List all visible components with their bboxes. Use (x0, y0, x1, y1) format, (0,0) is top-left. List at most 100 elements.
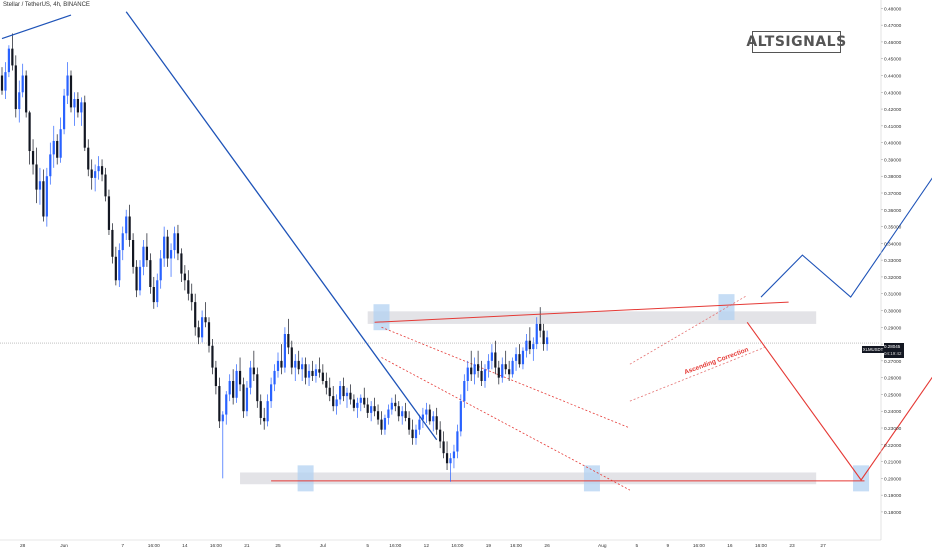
candle (31, 139, 35, 175)
candle (25, 70, 28, 118)
support-resistance-zone (240, 472, 817, 485)
candle-body (118, 250, 121, 281)
candle (176, 224, 180, 261)
candle-body (301, 364, 304, 370)
candle-body (380, 419, 383, 430)
brand-watermark: ALTSIGNALS (746, 31, 846, 53)
candle (321, 364, 324, 385)
descending-channel-upper (381, 326, 631, 429)
candle (528, 327, 531, 355)
candle (235, 364, 238, 403)
candle (514, 347, 518, 371)
time-tick-label: 5 (366, 543, 369, 549)
candle-body (314, 369, 318, 376)
candle (504, 350, 507, 375)
candle (494, 340, 497, 375)
candle (245, 381, 249, 417)
candle-body (7, 48, 10, 73)
candle (459, 394, 462, 437)
price-tick-label: 0.46000 (884, 40, 902, 46)
time-tick-label: 9 (667, 543, 670, 549)
candle (87, 139, 90, 177)
candle (283, 327, 286, 373)
candle (297, 350, 300, 375)
candle-body (394, 402, 397, 407)
candle (76, 92, 79, 118)
price-tick-label: 0.23000 (884, 426, 902, 432)
candle (497, 360, 500, 385)
candle (290, 340, 293, 375)
candle-body (328, 387, 331, 397)
candle-body (31, 151, 35, 165)
candle-body (173, 233, 176, 251)
candle (4, 62, 7, 99)
candle (376, 404, 380, 425)
candle-body (132, 240, 135, 267)
candle-body (180, 253, 183, 274)
candle-body (514, 354, 518, 361)
candle (401, 406, 404, 425)
candle (18, 80, 21, 123)
price-tick-label: 0.25000 (884, 392, 902, 398)
candle (42, 169, 45, 222)
candle-body (477, 364, 480, 371)
candle (542, 323, 545, 351)
candle (166, 229, 169, 267)
trendline-1 (1, 14, 72, 40)
candle-body (190, 293, 193, 303)
candle (287, 318, 290, 355)
candle-body (59, 129, 62, 158)
candle (490, 344, 493, 370)
candle (373, 397, 376, 417)
candle-body (283, 334, 286, 368)
price-tick-label: 0.21000 (884, 460, 902, 466)
candle (204, 302, 207, 328)
candle (59, 117, 62, 163)
candle-body (221, 414, 224, 422)
candle-body (408, 417, 411, 430)
price-tick-label: 0.27000 (884, 359, 902, 365)
candle-body (142, 246, 145, 267)
candle (194, 293, 197, 336)
candle (435, 407, 438, 435)
candle-body (511, 360, 514, 375)
candle (463, 374, 466, 408)
candle (21, 63, 24, 98)
candle-body (373, 406, 376, 412)
price-tick-label: 0.45000 (884, 57, 902, 63)
candle-body (56, 140, 59, 158)
candle (349, 384, 352, 405)
candle-body (404, 411, 407, 418)
candle-body (263, 417, 266, 422)
candle-body (508, 369, 511, 375)
candle-body (166, 236, 169, 259)
price-tick-label: 0.33000 (884, 258, 902, 264)
trendline-2 (374, 301, 789, 323)
candle-body (100, 166, 104, 175)
candle-body (83, 102, 86, 148)
candle-body (463, 381, 466, 402)
candle-body (111, 229, 114, 257)
candle (11, 33, 14, 71)
candle (207, 317, 211, 353)
candle (508, 360, 511, 381)
candle (518, 344, 521, 368)
candle (69, 70, 73, 113)
candle-body (325, 381, 328, 388)
candle-body (259, 401, 262, 418)
candle-body (376, 411, 380, 420)
candle (280, 344, 283, 375)
candle-body (363, 397, 366, 405)
candle (114, 246, 117, 286)
candle-body (418, 419, 421, 430)
candle (211, 339, 214, 375)
candle (232, 369, 235, 405)
candle (270, 377, 273, 408)
candle (311, 360, 314, 381)
candle-body (332, 396, 335, 407)
candle (428, 404, 431, 425)
time-tick-label: 7 (121, 543, 124, 549)
candle-body (397, 406, 400, 417)
candle-body (104, 174, 107, 197)
